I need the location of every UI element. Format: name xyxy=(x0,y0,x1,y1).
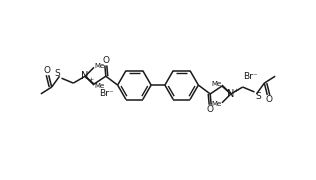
Text: O: O xyxy=(266,95,273,104)
Text: N: N xyxy=(82,71,89,81)
Text: O: O xyxy=(206,105,213,114)
Text: Br⁻: Br⁻ xyxy=(100,89,114,98)
Text: S: S xyxy=(256,92,261,101)
Text: Me: Me xyxy=(211,101,221,107)
Text: Me: Me xyxy=(211,81,221,87)
Text: O: O xyxy=(103,56,110,65)
Text: S: S xyxy=(55,69,60,78)
Text: O: O xyxy=(43,66,50,75)
Text: +: + xyxy=(234,89,239,93)
Text: Me: Me xyxy=(95,83,105,89)
Text: +: + xyxy=(88,77,93,82)
Text: Me: Me xyxy=(95,63,105,69)
Text: Br⁻: Br⁻ xyxy=(243,72,258,81)
Text: N: N xyxy=(227,89,234,99)
